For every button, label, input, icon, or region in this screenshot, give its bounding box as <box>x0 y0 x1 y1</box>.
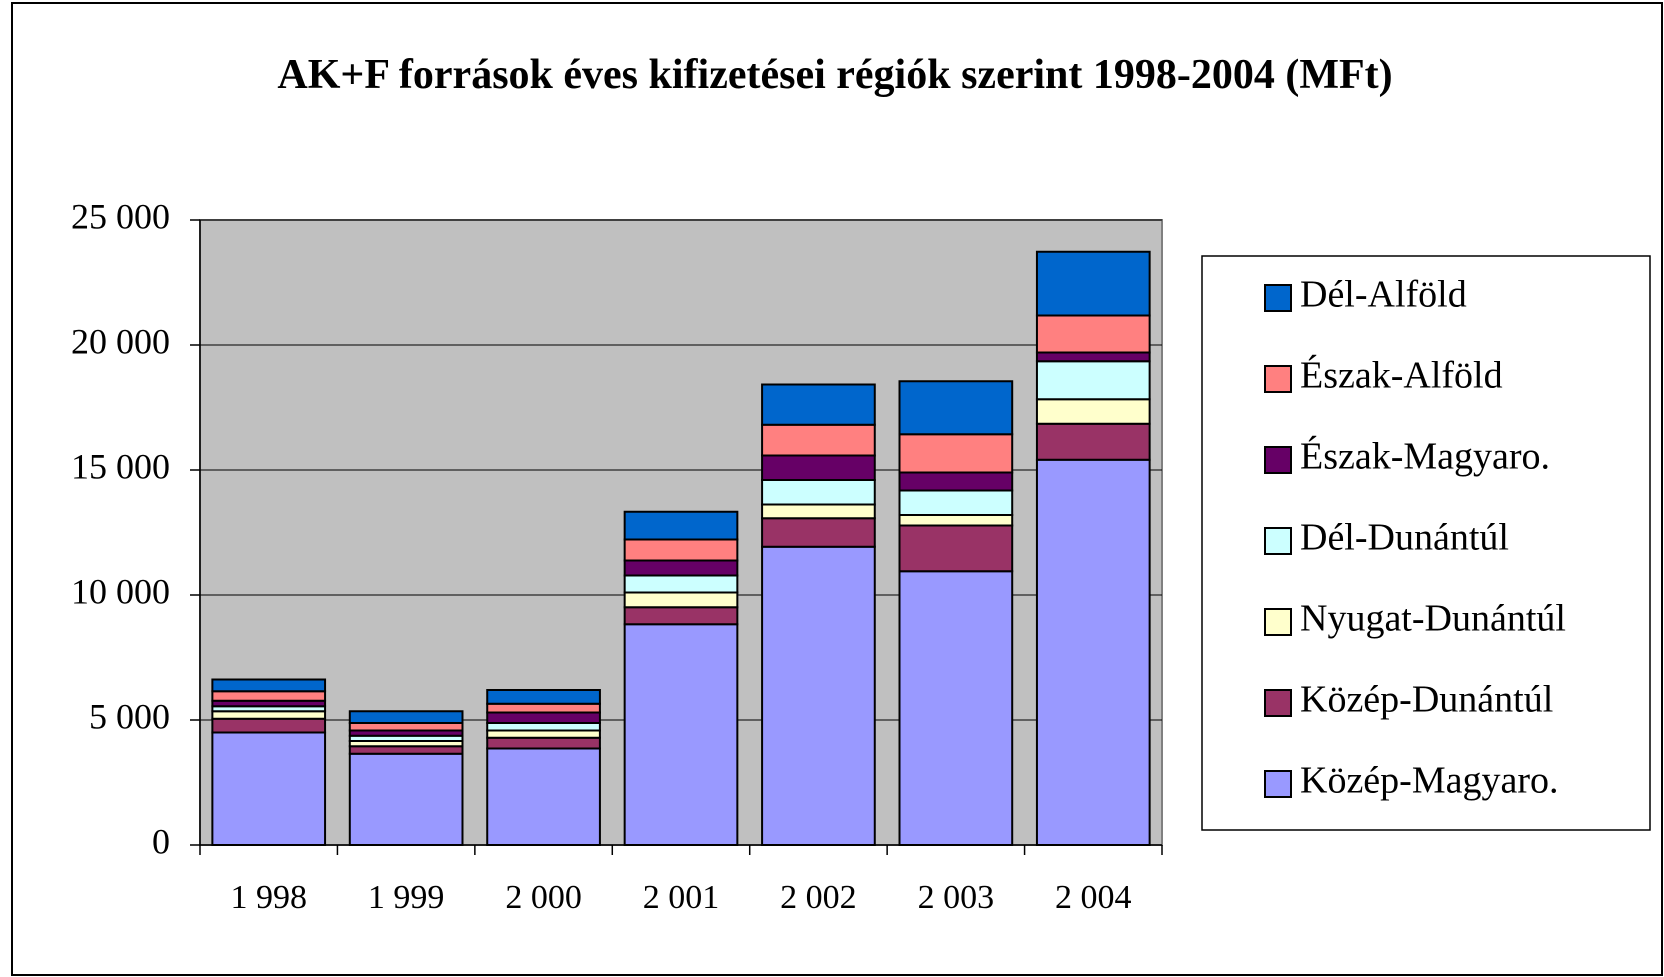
bar-segment <box>1035 314 1151 354</box>
bar-segment <box>1035 458 1151 846</box>
bar-segment <box>898 433 1014 474</box>
bar-segment <box>348 745 464 755</box>
bar-segment <box>1035 398 1151 425</box>
bar-segment <box>623 606 739 626</box>
y-tick-label: 15 000 <box>71 446 170 486</box>
legend-swatch <box>1264 527 1292 555</box>
legend-label: Közép-Dunántúl <box>1300 679 1553 721</box>
bar-segment <box>623 623 739 846</box>
bar-segment <box>623 559 739 577</box>
bar-segment <box>898 514 1014 527</box>
bar-segment <box>761 454 876 481</box>
legend-label: Észak-Alföld <box>1300 355 1503 397</box>
x-tick-label: 2 002 <box>780 879 857 916</box>
bar-segment <box>761 479 876 506</box>
x-tick-label: 2 003 <box>918 879 995 916</box>
bar-segment <box>486 729 601 739</box>
bar-segment <box>211 717 327 734</box>
bar-segment <box>211 710 327 720</box>
bar-segment <box>898 570 1014 846</box>
y-tick-label: 20 000 <box>71 321 170 361</box>
bar-segment <box>486 747 601 846</box>
legend-swatch <box>1264 284 1292 312</box>
y-tick-label: 25 000 <box>71 196 170 236</box>
bar-segment <box>486 711 601 724</box>
bar-segment <box>761 517 876 548</box>
bar-segment <box>623 591 739 609</box>
x-tick-label: 2 000 <box>505 879 582 916</box>
bar-segment <box>211 678 327 693</box>
bar-segment <box>348 710 464 724</box>
legend-label: Dél-Dunántúl <box>1300 517 1509 559</box>
bar-segment <box>898 380 1014 436</box>
bar-segment <box>623 538 739 562</box>
bar-segment <box>348 722 464 732</box>
bar-segment <box>486 736 601 750</box>
bar-segment <box>486 722 601 732</box>
x-tick-label: 2 001 <box>643 879 720 916</box>
y-tick-label: 5 000 <box>89 696 170 736</box>
bar-segment <box>1035 250 1151 317</box>
bar-segment <box>1035 360 1151 401</box>
bar-segment <box>1035 351 1151 363</box>
legend-swatch <box>1264 689 1292 717</box>
legend-label: Dél-Alföld <box>1300 274 1467 316</box>
legend-swatch <box>1264 770 1292 798</box>
x-tick-label: 1 998 <box>230 879 307 916</box>
x-tick-label: 1 999 <box>368 879 445 916</box>
legend-swatch <box>1264 608 1292 636</box>
bar-segment <box>1035 422 1151 461</box>
y-tick-label: 10 000 <box>71 571 170 611</box>
legend-swatch <box>1264 365 1292 393</box>
bar-segment <box>348 752 464 846</box>
bar-segment <box>486 689 601 705</box>
bar-segment <box>761 423 876 457</box>
legend-label: Közép-Magyaro. <box>1300 760 1559 802</box>
bar-segment <box>761 545 876 846</box>
bar-segment <box>211 690 327 702</box>
bar-segment <box>761 383 876 426</box>
chart-title: AK+F források éves kifizetései régiók sz… <box>277 52 1393 98</box>
bar-segment <box>623 510 739 541</box>
bar-segment <box>623 574 739 594</box>
bar-segment <box>898 489 1014 516</box>
bar-segment <box>898 471 1014 492</box>
y-tick-label: 0 <box>152 821 170 861</box>
bar-segment <box>486 702 601 714</box>
bar-segment <box>211 731 327 846</box>
legend-swatch <box>1264 446 1292 474</box>
x-tick-label: 2 004 <box>1055 879 1132 916</box>
legend-label: Észak-Magyaro. <box>1300 436 1550 478</box>
legend-label: Nyugat-Dunántúl <box>1300 598 1566 640</box>
bar-segment <box>898 524 1014 573</box>
bar-segment <box>761 503 876 520</box>
